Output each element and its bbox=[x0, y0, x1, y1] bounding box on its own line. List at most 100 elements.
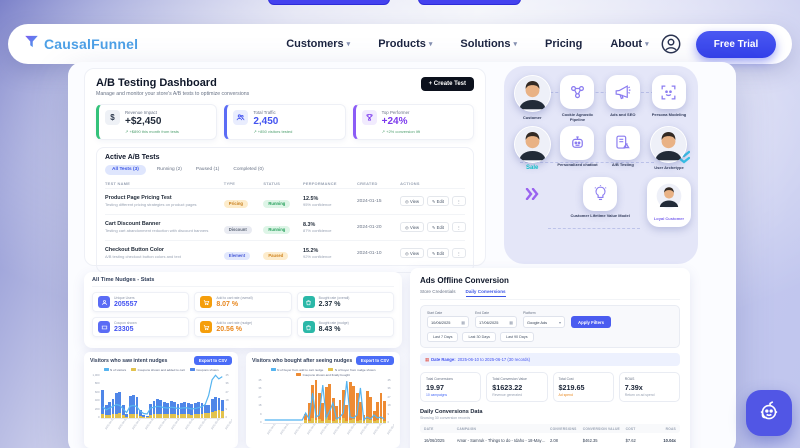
bar-column bbox=[324, 378, 328, 423]
bar-column bbox=[345, 378, 349, 423]
calendar-icon: ▦ bbox=[461, 319, 465, 325]
more-button[interactable]: ⋮ bbox=[451, 222, 467, 232]
legend-item: Coupons shown and added to cart bbox=[131, 368, 185, 372]
ads-title: Ads Offline Conversion bbox=[420, 276, 509, 285]
hero-dashboard-card: A/B Testing Dashboard Manage and monitor… bbox=[68, 62, 736, 448]
bar-column bbox=[379, 378, 383, 423]
table-header: Test Name Type Status Performance Create… bbox=[105, 180, 420, 186]
nudge-stat-coupon-shown: Coupon shown 23305 bbox=[92, 317, 190, 337]
flow-item-ab-testing: A/B Testing bbox=[602, 125, 644, 173]
chevron-down-icon: ▾ bbox=[513, 41, 518, 48]
create-test-button[interactable]: + Create Test bbox=[420, 77, 474, 91]
bar-column bbox=[335, 378, 338, 423]
end-date-input[interactable]: 17/06/2025 ▦ bbox=[475, 316, 517, 328]
tab-completed[interactable]: Completed (0) bbox=[233, 167, 264, 172]
bar-column bbox=[311, 378, 315, 423]
last-90-days-button[interactable]: Last 90 Days bbox=[500, 332, 534, 342]
tab-store-credentials[interactable]: Store Credentials bbox=[420, 289, 456, 294]
daily-conversions-title: Daily Conversions Data bbox=[420, 409, 483, 415]
status-badge: Running bbox=[263, 225, 291, 234]
more-button[interactable]: ⋮ bbox=[451, 196, 467, 206]
account-icon[interactable] bbox=[660, 33, 682, 55]
calendar-icon: ▦ bbox=[509, 319, 513, 325]
filters-box: Start Date 10/06/2025 ▦ End Date 17/06/20… bbox=[420, 304, 680, 348]
legend-item: Coupons shown and finally bought bbox=[296, 373, 350, 377]
funnel-logo-icon bbox=[24, 34, 39, 54]
bar-column bbox=[135, 373, 139, 418]
start-date-input[interactable]: 10/06/2025 ▦ bbox=[427, 316, 469, 328]
chevron-down-icon: ▾ bbox=[428, 41, 433, 48]
edit-button[interactable]: ✎ Edit bbox=[427, 248, 449, 258]
bar-column bbox=[376, 378, 380, 423]
nav-item-about[interactable]: About ▾ bbox=[610, 38, 649, 50]
tab-running[interactable]: Running (2) bbox=[156, 167, 182, 172]
chart-intent-nudges: Visitors who saw intent nudges Export to… bbox=[84, 352, 238, 448]
ads-stat-total-cost: Total Cost $219.65 Ad spend bbox=[552, 372, 614, 402]
tests-title: Active A/B Tests bbox=[105, 153, 160, 161]
nav-item-solutions[interactable]: Solutions ▾ bbox=[460, 38, 518, 50]
view-button[interactable]: ◎ View bbox=[400, 248, 424, 258]
clipped-button-fragment bbox=[268, 0, 390, 5]
export-csv-button[interactable]: Export to CSV bbox=[193, 356, 232, 365]
legend-item: Coupons shown bbox=[189, 368, 219, 372]
customer-avatar bbox=[513, 75, 551, 112]
legend-item: N of visitors bbox=[103, 368, 126, 372]
edit-button[interactable]: ✎ Edit bbox=[427, 196, 449, 206]
ads-stat-conversion-value: Total Conversion Value $1623.22 Revenue … bbox=[486, 372, 548, 402]
flow-item-clv: Customer Lifetime Value Model bbox=[556, 176, 644, 227]
tab-all-tests[interactable]: All Tests (3) bbox=[105, 164, 146, 175]
bar-column bbox=[307, 378, 311, 423]
flow-item-customer: Customer bbox=[511, 75, 553, 122]
face-scan-icon bbox=[651, 75, 686, 109]
chart-plot: 1,000 800 600 400 200 0 45 36 27 18 9 0 bbox=[92, 373, 229, 419]
nav-item-pricing[interactable]: Pricing bbox=[545, 38, 583, 50]
view-button[interactable]: ◎ View bbox=[400, 222, 424, 232]
navbar: CausalFunnel Customers ▾ Products ▾ Soluti… bbox=[8, 24, 792, 64]
dashboard-title: A/B Testing Dashboard bbox=[96, 77, 217, 89]
chart-legend: N of visitors Coupons shown and added to … bbox=[90, 368, 232, 372]
nav-item-customers[interactable]: Customers ▾ bbox=[286, 38, 351, 50]
more-button[interactable]: ⋮ bbox=[451, 248, 467, 258]
export-csv-button[interactable]: Export to CSV bbox=[355, 356, 394, 365]
edit-button[interactable]: ✎ Edit bbox=[427, 222, 449, 232]
apply-filters-button[interactable]: Apply Filters bbox=[571, 316, 612, 328]
sale-avatar bbox=[513, 125, 551, 163]
chart-title: Visitors who bought after seeing nudges bbox=[252, 357, 353, 364]
flow-item-archetype: User Archetype bbox=[647, 125, 691, 173]
tab-paused[interactable]: Paused (1) bbox=[195, 167, 220, 172]
free-trial-button[interactable]: Free Trial bbox=[696, 30, 776, 58]
nav-item-products[interactable]: Products ▾ bbox=[378, 38, 433, 50]
ab-doc-icon bbox=[605, 125, 640, 160]
tab-daily-conversions[interactable]: Daily Conversions bbox=[465, 289, 506, 297]
last-30-days-button[interactable]: Last 30 Days bbox=[462, 332, 497, 342]
stat-top-performer: Top Performer +24% ↗ +2% conversion lift bbox=[352, 104, 474, 140]
flow-item-pipeline: Cookie Agnostic Pipeline bbox=[556, 75, 598, 122]
bag-icon bbox=[302, 321, 315, 333]
chart-title: Visitors who saw intent nudges bbox=[90, 357, 168, 364]
bar-column bbox=[203, 373, 207, 418]
status-badge: Paused bbox=[263, 251, 289, 260]
bar-column bbox=[383, 378, 386, 423]
bar-column bbox=[338, 378, 342, 423]
flow-item-chatbot: Personalized chatbot bbox=[556, 125, 598, 173]
status-badge: Running bbox=[263, 199, 291, 208]
chat-widget-button[interactable] bbox=[746, 390, 792, 436]
bar-column bbox=[369, 378, 373, 423]
bar-column bbox=[145, 373, 149, 418]
table-row: Product Page Pricing Test Testing differe… bbox=[105, 187, 467, 214]
ads-offline-conversion-panel: Ads Offline Conversion Store Credentials… bbox=[410, 268, 690, 448]
logo[interactable]: CausalFunnel bbox=[24, 34, 138, 54]
platform-select[interactable]: Google Ads ▾ bbox=[523, 316, 565, 328]
chart-plot: 45 36 27 18 9 0 45 36 27 18 9 0 bbox=[258, 378, 391, 424]
bar-column bbox=[217, 373, 221, 418]
bar-column bbox=[128, 373, 132, 418]
dashboard-subtitle: Manage and monitor your store's A/B test… bbox=[96, 91, 250, 97]
last-7-days-button[interactable]: Last 7 Days bbox=[427, 332, 459, 342]
cart-icon bbox=[200, 296, 213, 308]
chevron-down-icon: ▾ bbox=[645, 41, 649, 48]
view-button[interactable]: ◎ View bbox=[400, 196, 424, 206]
nudge-stat-unique-users: Unique Users 205557 bbox=[92, 292, 190, 312]
stat-total-traffic: Total Traffic 2,450 ↗ +850 visitors test… bbox=[224, 104, 346, 140]
chatbot-icon bbox=[756, 398, 782, 429]
chevron-down-icon: ▾ bbox=[558, 319, 561, 325]
